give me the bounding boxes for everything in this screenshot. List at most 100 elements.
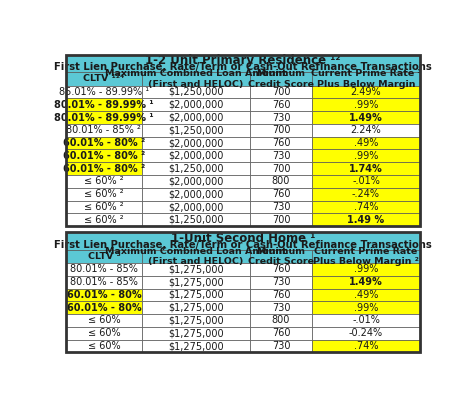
- Bar: [66, 249, 142, 263]
- Text: .74%: .74%: [354, 202, 378, 212]
- Bar: [250, 162, 312, 175]
- Bar: [142, 85, 250, 98]
- Bar: [142, 72, 250, 85]
- Bar: [66, 72, 142, 85]
- Text: ≤ 60%: ≤ 60%: [88, 315, 120, 325]
- Bar: [66, 263, 142, 276]
- Bar: [142, 339, 250, 352]
- Bar: [312, 175, 420, 188]
- Bar: [142, 249, 250, 263]
- Bar: [142, 314, 250, 327]
- Bar: [250, 314, 312, 327]
- Bar: [66, 124, 142, 137]
- Bar: [312, 301, 420, 314]
- Bar: [142, 263, 250, 276]
- Text: Current Prime Rate
Plus Below Margin ²: Current Prime Rate Plus Below Margin ²: [313, 247, 419, 266]
- Bar: [142, 301, 250, 314]
- Text: $1,275,000: $1,275,000: [168, 341, 224, 351]
- Bar: [312, 327, 420, 339]
- Text: 730: 730: [272, 112, 290, 122]
- Bar: [66, 327, 142, 339]
- Bar: [66, 314, 142, 327]
- Text: 80.01% - 89.99% ¹: 80.01% - 89.99% ¹: [54, 100, 154, 110]
- Text: 60.01% - 80%: 60.01% - 80%: [67, 303, 141, 312]
- Bar: [142, 162, 250, 175]
- Bar: [66, 301, 142, 314]
- Bar: [312, 124, 420, 137]
- Bar: [250, 85, 312, 98]
- Bar: [250, 327, 312, 339]
- Bar: [250, 72, 312, 85]
- Bar: [66, 149, 142, 162]
- Text: First Lien Purchase, Rate/Term or Cash-Out Refinance Transactions: First Lien Purchase, Rate/Term or Cash-O…: [54, 239, 432, 249]
- Text: 80.01% - 85% ²: 80.01% - 85% ²: [66, 125, 141, 135]
- Bar: [66, 276, 142, 288]
- Bar: [66, 188, 142, 200]
- Bar: [66, 175, 142, 188]
- Text: 700: 700: [272, 164, 290, 173]
- Bar: [250, 213, 312, 226]
- Bar: [250, 249, 312, 263]
- Bar: [142, 149, 250, 162]
- Text: $1,275,000: $1,275,000: [168, 264, 224, 274]
- Bar: [66, 55, 420, 72]
- Text: .49%: .49%: [354, 138, 378, 148]
- Text: First Lien Purchase, Rate/Term or Cash-Out Refinance Transactions: First Lien Purchase, Rate/Term or Cash-O…: [54, 62, 432, 72]
- Bar: [312, 339, 420, 352]
- Text: $2,000,000: $2,000,000: [168, 112, 224, 122]
- Text: 1.74%: 1.74%: [349, 164, 383, 173]
- Text: $1,275,000: $1,275,000: [168, 303, 224, 312]
- Text: $1,275,000: $1,275,000: [168, 290, 224, 300]
- Text: $2,000,000: $2,000,000: [168, 189, 224, 199]
- Text: 700: 700: [272, 125, 290, 135]
- Text: Minimum
Credit Score: Minimum Credit Score: [248, 69, 314, 88]
- Text: 730: 730: [272, 341, 290, 351]
- Text: .99%: .99%: [354, 303, 378, 312]
- Text: $2,000,000: $2,000,000: [168, 176, 224, 186]
- Text: 80.01% - 85%: 80.01% - 85%: [70, 264, 138, 274]
- Text: 2.24%: 2.24%: [351, 125, 382, 135]
- Text: ≤ 60% ²: ≤ 60% ²: [84, 176, 124, 186]
- Text: 800: 800: [272, 315, 290, 325]
- Bar: [250, 188, 312, 200]
- Text: CLTV ³: CLTV ³: [88, 252, 120, 261]
- Bar: [250, 288, 312, 301]
- Text: 1-2 Unit Primary Residence ¹²: 1-2 Unit Primary Residence ¹²: [145, 54, 341, 67]
- Text: Maximum Combined Loan Amount
(First and HELOC): Maximum Combined Loan Amount (First and …: [105, 247, 287, 266]
- Text: $1,275,000: $1,275,000: [168, 315, 224, 325]
- Bar: [312, 98, 420, 111]
- Bar: [66, 85, 142, 98]
- Text: ≤ 60%: ≤ 60%: [88, 328, 120, 338]
- Bar: [250, 111, 312, 124]
- Text: -.24%: -.24%: [352, 189, 380, 199]
- Text: 60.01% - 80% ²: 60.01% - 80% ²: [63, 164, 145, 173]
- Bar: [142, 188, 250, 200]
- Bar: [142, 137, 250, 149]
- Bar: [66, 55, 420, 226]
- Bar: [312, 314, 420, 327]
- Bar: [312, 72, 420, 85]
- Bar: [142, 213, 250, 226]
- Bar: [312, 288, 420, 301]
- Text: $2,000,000: $2,000,000: [168, 151, 224, 161]
- Bar: [250, 175, 312, 188]
- Text: ≤ 60% ²: ≤ 60% ²: [84, 215, 124, 225]
- Text: .99%: .99%: [354, 100, 378, 110]
- Bar: [66, 111, 142, 124]
- Bar: [66, 213, 142, 226]
- Bar: [142, 288, 250, 301]
- Bar: [312, 200, 420, 213]
- Bar: [66, 232, 420, 249]
- Text: $1,250,000: $1,250,000: [168, 164, 224, 173]
- Bar: [66, 162, 142, 175]
- Bar: [312, 149, 420, 162]
- Text: $2,000,000: $2,000,000: [168, 138, 224, 148]
- Text: 730: 730: [272, 202, 290, 212]
- Text: 700: 700: [272, 215, 290, 225]
- Text: $1,250,000: $1,250,000: [168, 125, 224, 135]
- Bar: [66, 200, 142, 213]
- Bar: [312, 162, 420, 175]
- Bar: [312, 137, 420, 149]
- Bar: [250, 98, 312, 111]
- Text: $1,250,000: $1,250,000: [168, 87, 224, 97]
